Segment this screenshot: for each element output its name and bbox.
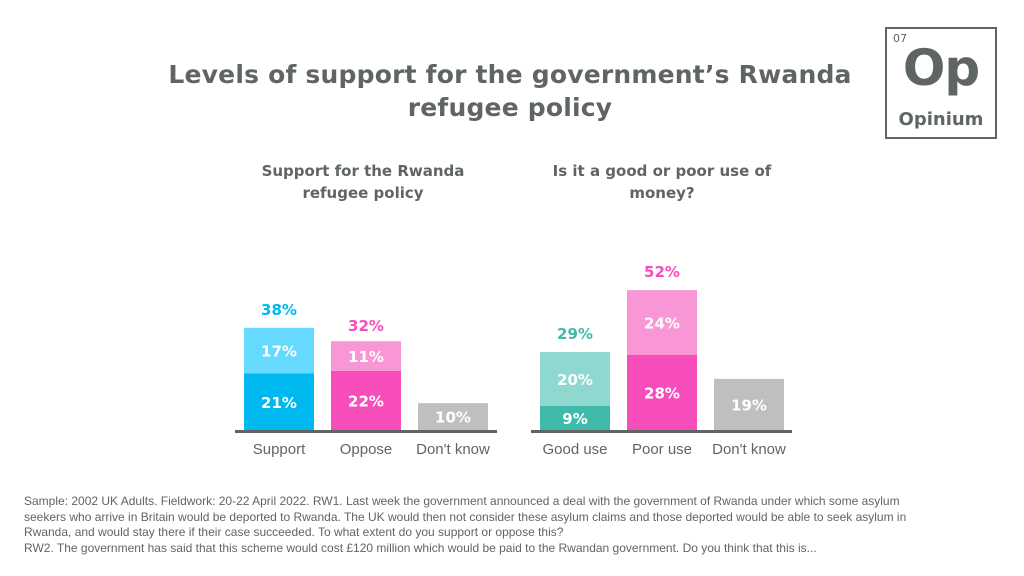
category-label: Poor use [632, 441, 692, 458]
bar-total-label: 52% [644, 263, 680, 281]
bar-value-label: 24% [644, 314, 680, 332]
bar-total-label: 29% [557, 325, 593, 343]
bar-value-label: 10% [435, 409, 471, 427]
bar-value-label: 28% [644, 384, 680, 402]
chart-1-title: Support for the Rwanda refugee policy [233, 160, 493, 204]
bar-value-label: 9% [562, 410, 587, 428]
logo-name: Opinium [898, 109, 984, 130]
bar-segment [540, 351, 610, 406]
bar-value-label: 19% [731, 396, 767, 414]
category-label: Support [253, 441, 306, 458]
bar-segment [244, 327, 314, 374]
bar-segment [627, 354, 697, 430]
page-title-line-2: refugee policy [407, 93, 613, 122]
chart-2-title: Is it a good or poor use of money? [532, 160, 792, 204]
bar-segment [418, 403, 488, 430]
bar-segment [331, 341, 401, 371]
bar-value-label: 11% [348, 348, 384, 366]
bar-segment [331, 370, 401, 430]
bar-value-label: 17% [261, 343, 297, 361]
bar-total-label: 32% [348, 317, 384, 335]
chart-1-title-line-2: refugee policy [302, 184, 424, 202]
footnote-line-1: Sample: 2002 UK Adults. Fieldwork: 20-22… [24, 494, 900, 508]
bar-total-label: 38% [261, 301, 297, 319]
footnote: Sample: 2002 UK Adults. Fieldwork: 20-22… [24, 494, 1014, 556]
category-label: Don't know [712, 441, 786, 458]
bar-segment [244, 373, 314, 430]
category-label: Good use [542, 441, 607, 458]
bar-value-label: 20% [557, 371, 593, 389]
category-label: Don't know [416, 441, 490, 458]
bar-segment [540, 405, 610, 430]
logo-symbol: Op [902, 39, 980, 97]
bar-value-label: 21% [261, 394, 297, 412]
footnote-line-3: Rwanda, and would stay there if their ca… [24, 525, 564, 539]
bar-segment [714, 378, 784, 430]
chart-2-title-line-1: Is it a good or poor use of [552, 162, 772, 180]
opinium-logo: 07 Op Opinium [885, 27, 997, 139]
bar-value-label: 22% [348, 392, 384, 410]
page-title: Levels of support for the government’s R… [150, 58, 870, 124]
page-title-line-1: Levels of support for the government’s R… [168, 60, 852, 89]
chart-1-title-line-1: Support for the Rwanda [261, 162, 465, 180]
chart-2-title-line-2: money? [629, 184, 695, 202]
footnote-line-4: RW2. The government has said that this s… [24, 540, 817, 555]
bar-segment [627, 290, 697, 355]
charts-canvas: 21% 17% 38% Support 22% 11% 32% Oppose 10% Don't … [235, 263, 792, 458]
category-label: Oppose [340, 441, 393, 458]
logo-number: 07 [893, 32, 907, 45]
footnote-line-2: seekers who arrive in Britain would be d… [24, 509, 907, 524]
